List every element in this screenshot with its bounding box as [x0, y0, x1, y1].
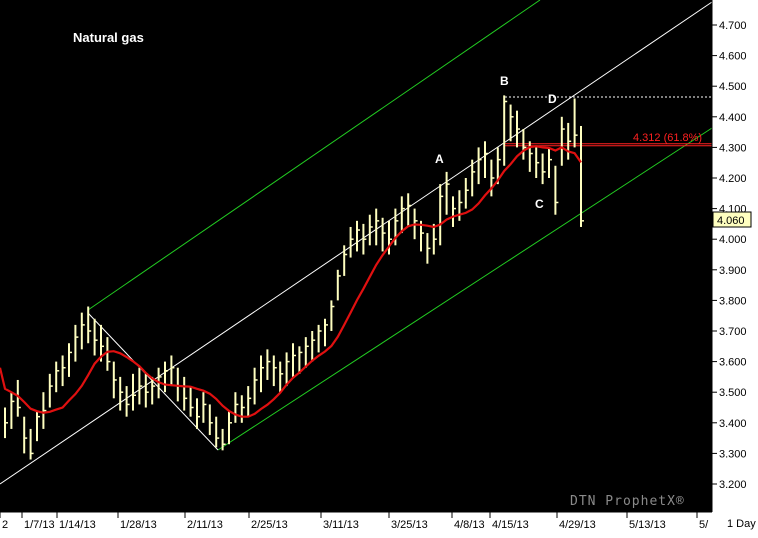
x-tick-label: 1/14/13: [59, 519, 96, 531]
wave-label-a: A: [435, 152, 444, 166]
period-label: 1 Day: [727, 518, 756, 530]
y-tick-label: 3.700: [719, 326, 747, 338]
y-tick-label: 3.600: [719, 357, 747, 369]
y-tick-label: 3.500: [719, 387, 747, 399]
y-tick-label: 3.900: [719, 265, 747, 277]
x-tick-label: 3/25/13: [391, 519, 428, 531]
y-axis-panel: [712, 0, 758, 538]
y-tick-label: 4.200: [719, 173, 747, 185]
watermark: DTN ProphetX®: [570, 494, 685, 509]
x-tick-label: 2/25/13: [251, 519, 288, 531]
wave-label-c: C: [535, 197, 544, 211]
y-tick-label: 3.800: [719, 295, 747, 307]
x-tick-label: 4/29/13: [559, 519, 596, 531]
moving-average-line: [0, 145, 582, 418]
chart-title: Natural gas: [73, 30, 144, 45]
y-axis-ticks: 3.200 3.300 3.400 3.500 3.600 3.700 3.800 3.900…: [712, 20, 747, 491]
y-tick-label: 4.400: [719, 112, 747, 124]
y-tick-label: 3.300: [719, 448, 747, 460]
x-axis-panel: [0, 512, 758, 538]
wave-label-b: B: [500, 74, 509, 88]
y-tick-label: 4.600: [719, 51, 747, 63]
y-tick-label: 4.500: [719, 81, 747, 93]
fib-level-label: 4.312 (61.8%): [633, 132, 702, 144]
y-tick-label: 4.700: [719, 20, 747, 32]
last-price-label: 4.060: [717, 215, 745, 227]
last-price-badge: [712, 211, 752, 228]
x-tick-label: 5/13/13: [629, 519, 666, 531]
y-tick-label: 4.300: [719, 142, 747, 154]
wave-label-d: D: [548, 92, 557, 106]
y-tick-label: 3.200: [719, 479, 747, 491]
x-axis-ticks: 2 1/7/13 1/14/13 1/28/13 2/11/13 2/25/13 3/11/…: [0, 512, 709, 531]
x-tick-label: 5/: [699, 519, 709, 531]
x-tick-label: 1/28/13: [120, 519, 157, 531]
x-tick-label: 2: [2, 519, 8, 531]
plot-area: [0, 0, 713, 485]
y-tick-label: 4.000: [719, 234, 747, 246]
channel-lower-line: [217, 127, 713, 451]
x-tick-label: 4/15/13: [492, 519, 529, 531]
x-tick-label: 3/11/13: [323, 519, 359, 531]
channel-upper-line: [87, 0, 541, 311]
x-tick-label: 4/8/13: [454, 519, 485, 531]
y-tick-label: 3.400: [719, 418, 747, 430]
x-tick-label: 2/11/13: [187, 519, 223, 531]
x-tick-label: 1/7/13: [24, 519, 55, 531]
